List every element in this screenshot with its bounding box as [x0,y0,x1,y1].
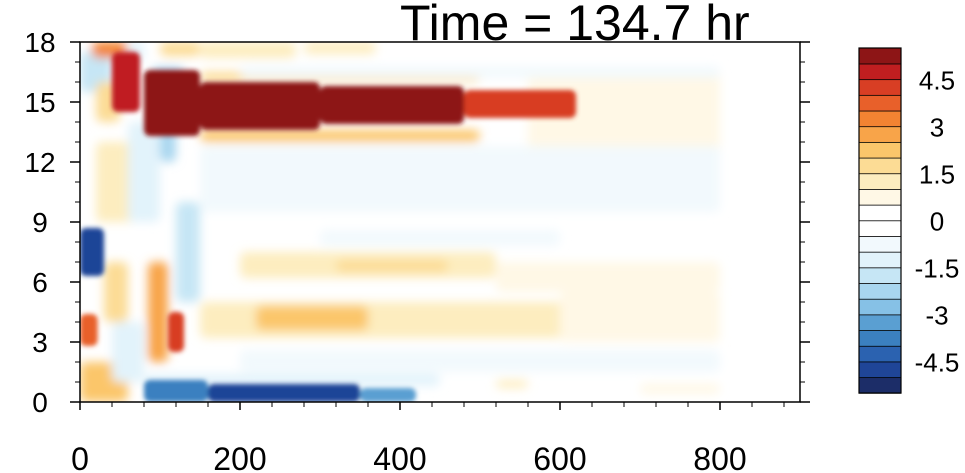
field-cell [128,122,160,222]
colorbar-segment [858,188,902,206]
colorbar-label: 3 [930,112,944,142]
heatmap-field [80,42,720,402]
y-tick-label: 15 [24,87,55,118]
field-cell [200,42,296,58]
colorbar-label: 1.5 [919,159,955,189]
field-cell [200,146,720,212]
field-cell [320,86,464,124]
field-cell [200,130,480,142]
x-tick-label: 0 [71,441,89,473]
colorbar-segment [858,173,902,190]
field-cell [256,306,368,330]
colorbar-segment [858,345,902,363]
field-cell [80,228,104,276]
colorbar-segment [858,94,902,112]
field-cell [320,230,560,246]
field-cell [96,142,136,222]
field-cell [200,82,320,130]
y-tick-label: 12 [24,147,55,178]
x-tick-label: 200 [213,441,266,473]
field-cell [360,388,416,402]
field-cell [496,262,720,292]
colorbar-segment [858,204,902,222]
colorbar-segment [858,314,902,331]
field-cell [112,52,140,112]
field-cell [112,322,144,382]
colorbar: 4.5 3 1.5 0 -1.5 -3 -4.5 [858,47,960,394]
colorbar-segment [858,47,902,65]
x-tick-label: 600 [533,441,586,473]
colorbar-label: -3 [925,301,948,331]
colorbar-segment [858,329,902,347]
chart-title: Time = 134.7 hr [400,0,750,51]
field-cell [336,260,448,272]
y-tick-label: 18 [24,27,55,58]
y-tick-label: 6 [32,267,48,298]
x-tick-label: 800 [693,441,746,473]
colorbar-segment [858,376,902,394]
colorbar-segment [858,361,902,379]
plot-axes: 0 3 6 9 12 15 18 0 200 400 600 800 [24,27,810,473]
colorbar-label: -4.5 [915,348,960,378]
field-cell [528,72,720,152]
colorbar-segment [858,220,902,237]
y-tick-label: 9 [32,207,48,238]
y-tick-label: 3 [32,327,48,358]
x-tick-label: 400 [373,441,426,473]
field-cell [160,42,200,56]
field-cell [168,312,184,352]
field-cell [560,292,720,342]
field-cell [464,90,576,118]
colorbar-segment [858,157,902,175]
colorbar-segment [858,251,902,269]
colorbar-label: 0 [930,207,944,237]
colorbar-label: -1.5 [915,254,960,284]
colorbar-segment [858,141,902,159]
colorbar-segment [858,110,902,128]
colorbar-segment [858,78,902,96]
colorbar-segment [858,298,902,316]
field-cell [240,350,720,372]
colorbar-segment [858,126,902,143]
field-cell [496,380,528,388]
colorbar-segment [858,267,902,284]
colorbar-frame [858,47,902,394]
field-cell [240,66,720,78]
field-cell [80,314,98,346]
colorbar-segment [858,235,902,253]
field-cell [144,70,200,136]
field-cell [208,384,360,402]
field-cell [640,384,720,394]
colorbar-segment [858,282,902,300]
colorbar-segment [858,63,902,81]
field-cell [304,42,376,54]
y-tick-label: 0 [32,387,48,418]
field-cell [144,380,208,402]
field-cell [104,262,128,322]
colorbar-label: 4.5 [919,65,955,95]
field-cell [144,374,440,386]
field-cell [148,262,168,362]
field-cell [176,202,200,302]
